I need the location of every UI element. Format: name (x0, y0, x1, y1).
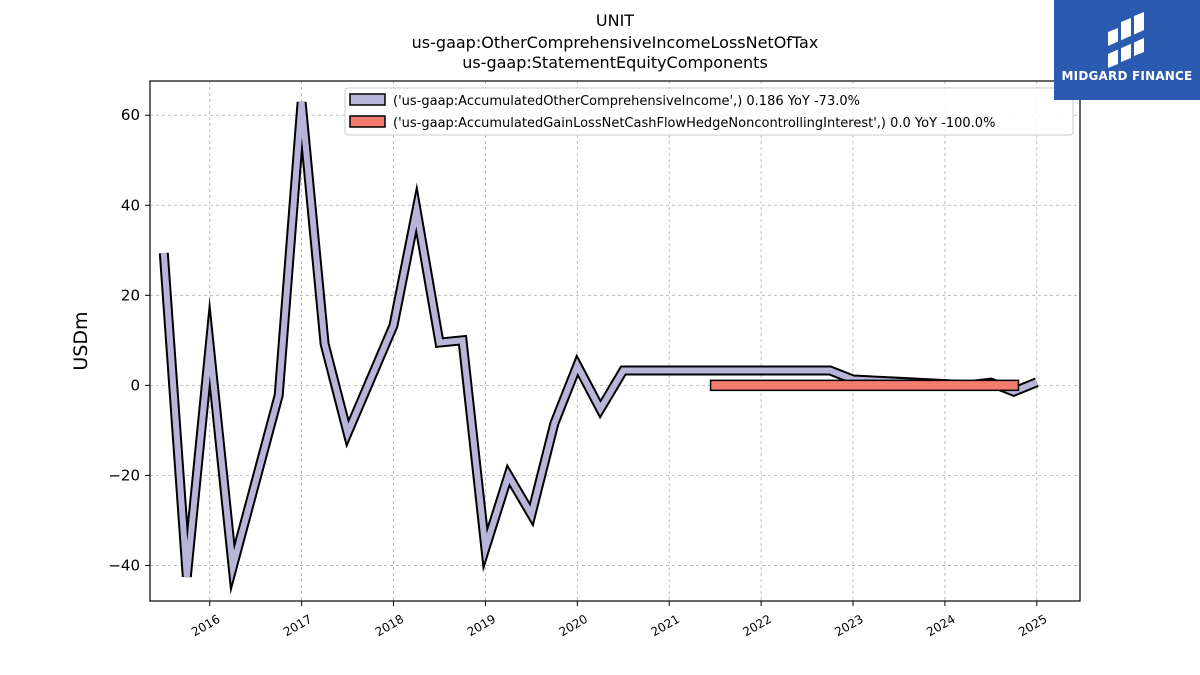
y-tick-label: 20 (121, 286, 140, 304)
legend-swatch-2 (349, 115, 386, 128)
x-tick-label: 2016 (189, 612, 222, 639)
chart-title-line-1: UNIT (596, 11, 634, 30)
legend-label-2: ('us-gaap:AccumulatedGainLossNetCashFlow… (393, 116, 995, 131)
midgard-logo-icon (1108, 12, 1144, 68)
x-tick-label: 2025 (1016, 612, 1049, 639)
chart-title-line-3: us-gaap:StatementEquityComponents (462, 53, 768, 72)
legend-box (344, 87, 1074, 136)
brand-logo: MIDGARD FINANCE (1054, 0, 1200, 100)
legend-label-1: ('us-gaap:AccumulatedOtherComprehensiveI… (393, 94, 860, 109)
y-tick-label: 0 (130, 376, 140, 394)
series-2-line (709, 379, 1020, 392)
series-1 (158, 101, 1039, 595)
x-tick-label: 2020 (557, 612, 590, 639)
y-tick-label: 60 (121, 106, 140, 124)
legend: ('us-gaap:AccumulatedOtherComprehensiveI… (344, 87, 1074, 136)
x-tick-label: 2024 (924, 612, 957, 639)
x-tick-label: 2022 (740, 612, 773, 639)
y-axis-label: USDm (70, 311, 92, 370)
x-tick-label: 2021 (648, 612, 681, 639)
grid (150, 81, 1080, 601)
series-2 (709, 379, 1020, 392)
chart-title-line-2: us-gaap:OtherComprehensiveIncomeLossNetO… (412, 33, 819, 52)
x-tick-label: 2019 (465, 612, 498, 639)
y-tick-label: 40 (121, 196, 140, 214)
x-tick-label: 2017 (281, 612, 314, 639)
legend-swatch-1 (349, 93, 386, 106)
brand-name: MIDGARD FINANCE (1061, 69, 1193, 83)
plot-frame (149, 80, 1081, 602)
series-lines (158, 101, 1039, 595)
y-tick-label: −40 (108, 556, 140, 574)
series-1-line (160, 101, 1038, 584)
x-tick-label: 2023 (832, 612, 865, 639)
x-tick-label: 2018 (373, 612, 406, 639)
y-tick-label: −20 (108, 466, 140, 484)
